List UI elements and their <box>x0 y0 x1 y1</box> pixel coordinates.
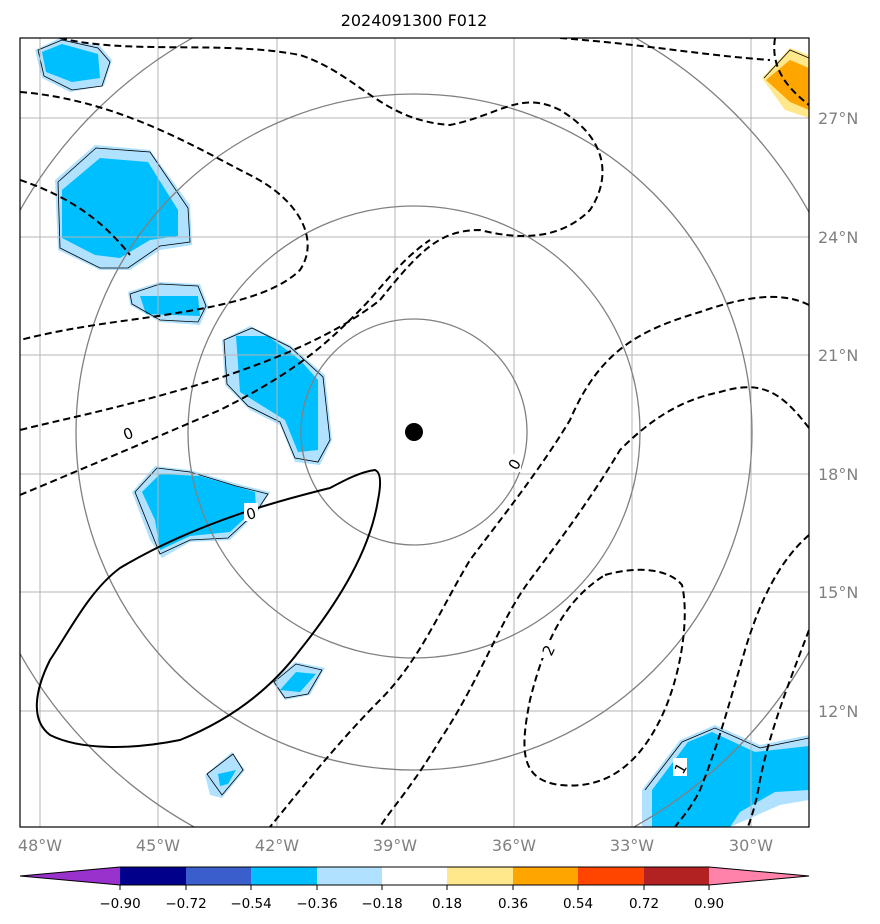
colorbar: −0.90 −0.72 −0.54 −0.36 −0.18 0.18 0.36 … <box>19 866 810 912</box>
shade-negative-core <box>142 474 256 550</box>
lon-tick-label: 45°W <box>136 836 180 855</box>
colorbar-segment <box>317 867 382 885</box>
colorbar-tick-label: −0.90 <box>99 896 140 912</box>
storm-center-marker <box>405 423 423 441</box>
contour-line <box>379 386 809 827</box>
map-frame <box>19 37 810 828</box>
contour-line <box>674 534 809 827</box>
contour-line <box>773 38 809 106</box>
map-area: 0 0 0 2 1 <box>20 38 809 827</box>
range-ring <box>75 93 753 771</box>
contour-line <box>20 179 131 256</box>
colorbar-tick-label: −0.72 <box>165 896 206 912</box>
contour-line <box>20 38 604 431</box>
lat-tick-label: 21°N <box>818 346 858 365</box>
lon-tick-label: 33°W <box>610 836 654 855</box>
contour-label: 0 <box>244 504 258 524</box>
colorbar-segment <box>513 867 578 885</box>
lat-tick-label: 27°N <box>818 109 858 128</box>
contour-line <box>20 91 309 341</box>
shade-negative-core <box>140 296 200 316</box>
colorbar-tick-label: 0.36 <box>498 896 528 912</box>
colorbar-tick-label: 0.90 <box>694 896 724 912</box>
lon-tick-labels: 48°W 45°W 42°W 39°W 36°W 33°W 30°W <box>18 836 773 855</box>
colorbar-segment <box>644 867 709 885</box>
lat-tick-label: 24°N <box>818 228 858 247</box>
shade-outlines <box>37 39 809 796</box>
lon-tick-label: 30°W <box>729 836 773 855</box>
lat-tick-labels: 27°N 24°N 21°N 18°N 15°N 12°N <box>818 109 858 721</box>
colorbar-tick-label: −0.18 <box>361 896 402 912</box>
colorbar-tick-label: −0.36 <box>296 896 337 912</box>
lon-tick-label: 36°W <box>492 836 536 855</box>
colorbar-segment <box>251 867 317 885</box>
colorbar-tick-label: 0.18 <box>432 896 462 912</box>
colorbar-segment <box>120 867 186 885</box>
range-ring <box>300 318 528 546</box>
colorbar-ticks <box>119 885 710 890</box>
lat-tick-label: 18°N <box>818 465 858 484</box>
shade-negative-core <box>62 158 178 258</box>
lat-tick-label: 15°N <box>818 583 858 602</box>
lon-tick-label: 39°W <box>373 836 417 855</box>
colorbar-tick-label: 0.72 <box>629 896 659 912</box>
lon-tick-label: 42°W <box>255 836 299 855</box>
chart-title: 2024091300 F012 <box>341 11 488 30</box>
lon-tick-label: 48°W <box>18 836 62 855</box>
colorbar-tick-label: −0.54 <box>230 896 271 912</box>
colorbar-tick-label: 0.54 <box>563 896 593 912</box>
dashed-contours <box>20 38 809 827</box>
contour-labels: 0 0 0 2 1 <box>121 423 691 777</box>
colorbar-segment <box>186 867 251 885</box>
contour-line <box>747 629 809 827</box>
shade-negative-core <box>280 672 316 692</box>
colorbar-extend-high <box>709 867 809 885</box>
contour-line <box>269 295 809 827</box>
lat-tick-label: 12°N <box>818 702 858 721</box>
contour-line <box>523 568 686 787</box>
contour-line <box>20 239 431 496</box>
shade-negative-core <box>652 732 809 827</box>
colorbar-segment <box>447 867 513 885</box>
colorbar-extend-low <box>20 867 120 885</box>
shade-negative-core <box>218 770 236 786</box>
colorbar-segment <box>382 867 447 885</box>
graticule <box>20 38 809 827</box>
shade-negative-core <box>42 44 100 82</box>
contour-line <box>559 38 771 61</box>
colorbar-segment <box>578 867 644 885</box>
